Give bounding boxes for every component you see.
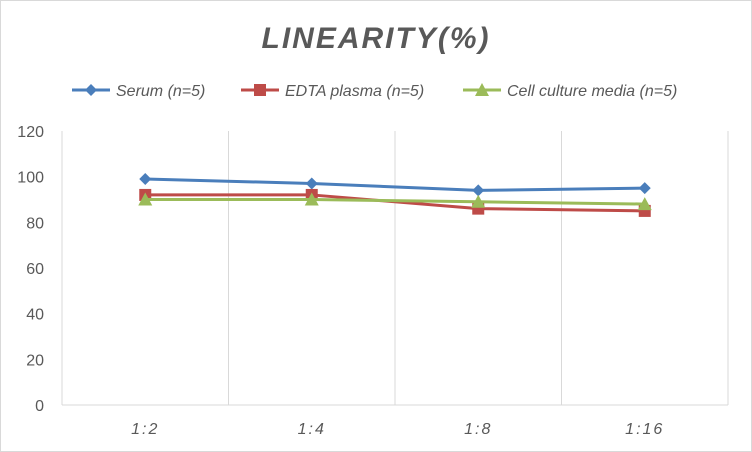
x-tick-label: 1:8 [464,421,492,438]
series-3 [138,192,652,211]
data-point [139,172,152,185]
series-line [145,198,645,206]
series-layer [138,172,652,217]
data-point [472,184,485,197]
legend-marker [85,84,97,96]
x-tick-label: 1:16 [625,421,664,438]
series-1 [139,172,651,197]
chart-title: LINEARITY(%) [262,22,491,55]
data-point [637,197,652,211]
x-tick-label: 1:2 [131,421,159,438]
y-tick-label: 40 [26,307,44,324]
legend-marker [254,84,266,96]
x-axis: 1:2 1:4 1:8 1:16 [131,421,664,438]
y-tick-label: 80 [26,215,44,232]
legend-item: EDTA plasma (n=5) [241,83,424,100]
y-tick-label: 0 [35,398,44,415]
legend-label: Cell culture media (n=5) [507,83,677,100]
data-point [471,194,486,208]
legend: Serum (n=5) EDTA plasma (n=5) Cell culture… [72,83,677,100]
data-point [305,177,318,190]
legend-item: Serum (n=5) [72,83,205,100]
series-line [145,177,645,192]
y-tick-label: 100 [17,170,44,187]
legend-marker [475,83,489,96]
legend-label: Serum (n=5) [116,83,205,100]
legend-label: EDTA plasma (n=5) [285,83,424,100]
y-tick-label: 60 [26,261,44,278]
legend-item: Cell culture media (n=5) [463,83,677,100]
y-tick-label: 120 [17,124,44,141]
data-point [304,192,319,206]
data-point [138,192,153,206]
x-tick-label: 1:4 [298,421,326,438]
data-point [638,182,651,195]
y-axis: 0 20 40 60 80 100 120 [17,124,44,415]
grid [61,131,729,406]
y-tick-label: 20 [26,352,44,369]
